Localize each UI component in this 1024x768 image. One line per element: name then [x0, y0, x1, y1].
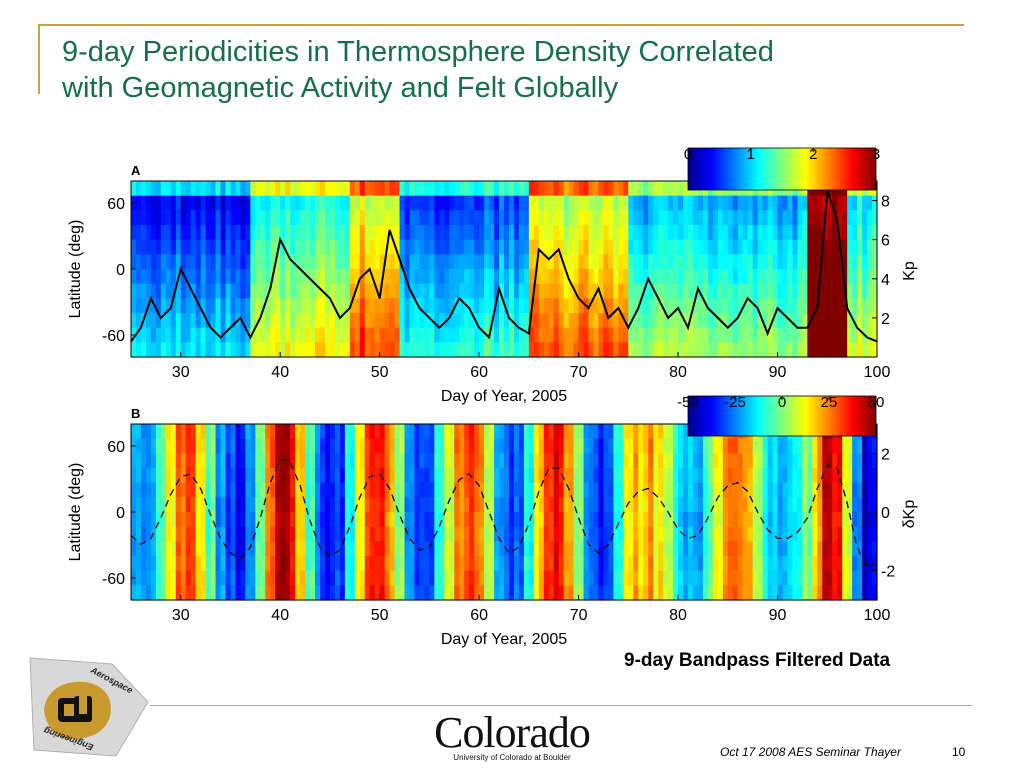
- page-number: 10: [952, 745, 966, 759]
- y-axis-label: Latitude (deg): [67, 463, 84, 562]
- colorbar-tick-label: -25: [724, 394, 746, 411]
- y2-tick-label: 2: [881, 311, 890, 328]
- colorbar-tick-label: -50: [677, 394, 699, 411]
- frame-left-rule: [38, 24, 40, 94]
- delta-kp-line: [130, 458, 878, 569]
- y-tick-label: 0: [116, 262, 125, 279]
- colorbar-tick-label: 25: [821, 394, 838, 411]
- slide-title: 9-day Periodicities in Thermosphere Dens…: [62, 34, 962, 106]
- x-tick-label: 80: [669, 364, 687, 381]
- colorbar-tick-label: 3: [872, 146, 880, 163]
- slide-title-line-2: with Geomagnetic Activity and Felt Globa…: [62, 72, 619, 104]
- x-tick-label: 70: [570, 607, 588, 624]
- heatmap-field: [131, 181, 878, 358]
- kp-line: [130, 190, 878, 343]
- panel-label: A: [131, 163, 141, 178]
- x-tick-label: 60: [470, 364, 488, 381]
- y-tick-label: -60: [102, 571, 125, 588]
- y-tick-label: 60: [107, 439, 125, 456]
- y2-tick-label: -2: [881, 564, 895, 581]
- x-axis-label: Day of Year, 2005: [441, 631, 567, 648]
- colorbar-tick-label: 1: [746, 146, 754, 163]
- university-logo-subtitle: University of Colorado at Boulder: [453, 753, 571, 762]
- frame-top-rule: [38, 24, 964, 26]
- x-tick-label: 60: [470, 607, 488, 624]
- y2-axis-label: Kp: [901, 261, 918, 281]
- y2-tick-label: 2: [881, 446, 890, 463]
- colorbar-tick-label: 2: [809, 146, 817, 163]
- x-axis-label: Day of Year, 2005: [441, 388, 567, 405]
- colorbar: [687, 147, 877, 191]
- colorbar-tick-label: 50: [868, 394, 885, 411]
- x-tick-label: 50: [371, 364, 389, 381]
- aerospace-engineering-logo: Aerospace Engineering: [29, 657, 149, 757]
- y-tick-label: -60: [102, 328, 125, 345]
- colorbar: [687, 395, 877, 437]
- y2-tick-label: 6: [881, 233, 890, 250]
- y-tick-label: 0: [116, 505, 125, 522]
- university-logo: Colorado University of Colorado at Bould…: [432, 708, 592, 763]
- x-tick-label: 40: [271, 364, 289, 381]
- y2-axis-label: δKp: [901, 500, 918, 529]
- x-tick-label: 30: [172, 364, 190, 381]
- x-tick-label: 50: [371, 607, 389, 624]
- figure-caption: 9-day Bandpass Filtered Data: [624, 650, 891, 671]
- y-axis-label: Latitude (deg): [67, 220, 84, 319]
- university-logo-word: Colorado: [434, 708, 591, 757]
- x-tick-label: 70: [570, 364, 588, 381]
- heatmap-field: [131, 424, 878, 601]
- y2-tick-label: 4: [881, 272, 890, 289]
- panel-b: B 30 40 50 60 70 80 90 100 60 0 -60 2 0 -2 Day of Year,…: [67, 394, 918, 648]
- panel-label: B: [131, 406, 140, 421]
- footer-text: Oct 17 2008 AES Seminar Thayer: [720, 745, 901, 759]
- y2-tick-label: 8: [881, 194, 890, 211]
- slide-title-line-1: 9-day Periodicities in Thermosphere Dens…: [62, 36, 774, 68]
- x-tick-label: 90: [769, 607, 787, 624]
- x-tick-label: 40: [271, 607, 289, 624]
- colorbar-tick-label: 0: [778, 394, 786, 411]
- x-tick-label: 100: [864, 364, 891, 381]
- x-tick-label: 80: [669, 607, 687, 624]
- y-tick-label: 60: [107, 196, 125, 213]
- x-tick-label: 90: [769, 364, 787, 381]
- y2-tick-label: 0: [881, 505, 890, 522]
- colorbar-tick-label: 0: [684, 146, 692, 163]
- x-tick-label: 30: [172, 607, 190, 624]
- x-tick-label: 100: [864, 607, 891, 624]
- footer-rule: [150, 705, 972, 706]
